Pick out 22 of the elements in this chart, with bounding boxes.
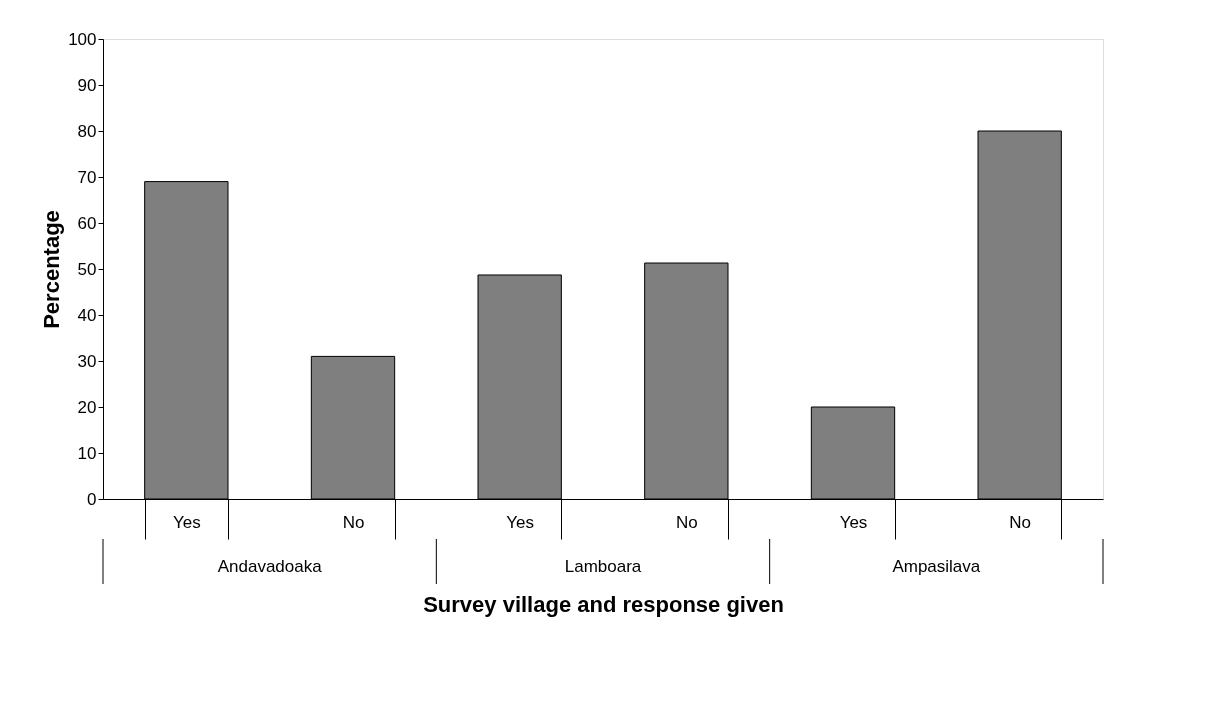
y-tick-label: 40	[77, 305, 97, 325]
y-tick-label: 60	[77, 213, 97, 233]
y-tick-label: 90	[77, 75, 97, 95]
x-tick-label: No	[1009, 512, 1032, 532]
text: Ampasilava	[892, 557, 981, 576]
y-tick-label: 0	[87, 489, 97, 509]
y-tick-label: 70	[77, 167, 97, 187]
y-tick-label: 30	[77, 351, 97, 371]
y-tick-label: 10	[77, 443, 97, 463]
x-tick-label: No	[675, 512, 698, 532]
text: Lamboara	[564, 557, 642, 576]
y-tick-label: 80	[77, 121, 97, 141]
text: Andavadoaka	[217, 557, 323, 576]
y-tick-label: 100	[68, 29, 97, 49]
y-tick-label: 50	[77, 259, 97, 279]
y-tick-label: 20	[77, 397, 97, 417]
y-axis-title: Percentage	[39, 210, 65, 329]
x-axis-title: Survey village and response given	[423, 592, 784, 617]
x-tick-label: Yes	[172, 512, 201, 532]
x-tick-label: Yes	[506, 512, 535, 532]
x-tick-label: Yes	[839, 512, 868, 532]
x-tick-label: No	[342, 512, 365, 532]
